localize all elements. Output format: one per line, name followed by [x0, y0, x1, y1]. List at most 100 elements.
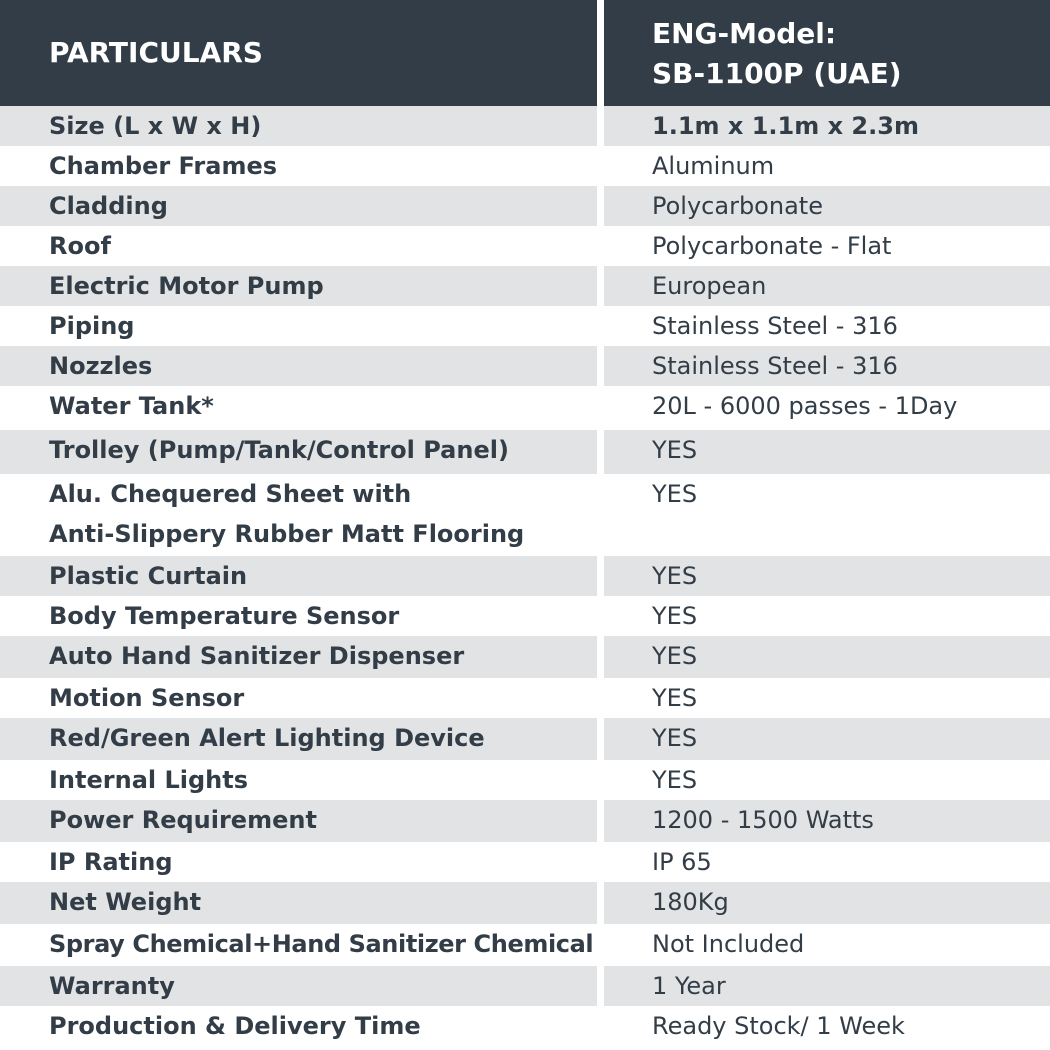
- row-value: YES: [652, 684, 698, 712]
- row-label: Body Temperature Sensor: [49, 602, 400, 630]
- row-value: 20L - 6000 passes - 1Day: [652, 392, 958, 420]
- row-value-cell: 20L - 6000 passes - 1Day: [604, 386, 1050, 430]
- table-row: Nozzles Stainless Steel - 316: [0, 346, 1050, 386]
- row-value-cell: 1.1m x 1.1m x 2.3m: [604, 106, 1050, 146]
- row-label: Chamber Frames: [49, 152, 278, 180]
- row-value-cell: European: [604, 266, 1050, 306]
- header-model-line2: SB-1100P (UAE): [652, 57, 902, 90]
- row-value: 1.1m x 1.1m x 2.3m: [652, 112, 919, 140]
- row-label: Electric Motor Pump: [49, 272, 324, 300]
- table-row: Water Tank* 20L - 6000 passes - 1Day: [0, 386, 1050, 430]
- row-label-cell: Nozzles: [0, 346, 597, 386]
- row-value: Stainless Steel - 316: [652, 312, 898, 340]
- row-value: 1 Year: [652, 972, 726, 1000]
- row-label-cell: Cladding: [0, 186, 597, 226]
- row-value: Aluminum: [652, 152, 775, 180]
- row-value-cell: Stainless Steel - 316: [604, 306, 1050, 346]
- row-value: 180Kg: [652, 888, 729, 916]
- header-particulars-label: PARTICULARS: [49, 36, 263, 69]
- table-header: PARTICULARS ENG-Model: SB-1100P (UAE): [0, 0, 1050, 106]
- row-label: Warranty: [49, 972, 175, 1000]
- header-model: ENG-Model: SB-1100P (UAE): [604, 0, 1050, 106]
- row-value: YES: [652, 480, 698, 508]
- row-value: 1200 - 1500 Watts: [652, 806, 874, 834]
- row-label-cell: Warranty: [0, 966, 597, 1006]
- row-label-cell: Body Temperature Sensor: [0, 596, 597, 636]
- row-label-cell: Spray Chemical+Hand Sanitizer Chemical: [0, 924, 597, 966]
- table-row: Internal Lights YES: [0, 760, 1050, 800]
- table-row: Piping Stainless Steel - 316: [0, 306, 1050, 346]
- row-label: Nozzles: [49, 352, 153, 380]
- row-value-cell: Not Included: [604, 924, 1050, 966]
- header-model-line1: ENG-Model:: [652, 17, 837, 50]
- row-label: Spray Chemical+Hand Sanitizer Chemical: [49, 930, 594, 958]
- table-row: Power Requirement 1200 - 1500 Watts: [0, 800, 1050, 842]
- row-label-cell: Roof: [0, 226, 597, 266]
- row-label: Water Tank*: [49, 392, 214, 420]
- row-value-cell: YES: [604, 474, 1050, 556]
- row-label: Net Weight: [49, 888, 202, 916]
- row-value-cell: Polycarbonate - Flat: [604, 226, 1050, 266]
- row-value-cell: Stainless Steel - 316: [604, 346, 1050, 386]
- row-value-cell: YES: [604, 556, 1050, 596]
- row-label: Power Requirement: [49, 806, 317, 834]
- row-value-cell: YES: [604, 430, 1050, 474]
- row-value-cell: YES: [604, 596, 1050, 636]
- row-label-cell: Motion Sensor: [0, 678, 597, 718]
- row-label: Auto Hand Sanitizer Dispenser: [49, 642, 465, 670]
- row-value: YES: [652, 642, 698, 670]
- row-label-cell: Piping: [0, 306, 597, 346]
- row-label: Size (L x W x H): [49, 112, 262, 140]
- row-value: Stainless Steel - 316: [652, 352, 898, 380]
- row-value-cell: 1 Year: [604, 966, 1050, 1006]
- row-value: YES: [652, 766, 698, 794]
- row-label: Motion Sensor: [49, 684, 245, 712]
- header-particulars: PARTICULARS: [0, 0, 597, 106]
- row-label-cell: Power Requirement: [0, 800, 597, 842]
- row-value-cell: Aluminum: [604, 146, 1050, 186]
- table-row: IP Rating IP 65: [0, 842, 1050, 882]
- row-value: European: [652, 272, 767, 300]
- row-value: YES: [652, 602, 698, 630]
- row-label-cell: Internal Lights: [0, 760, 597, 800]
- row-label: Trolley (Pump/Tank/Control Panel): [49, 436, 509, 464]
- row-value: YES: [652, 562, 698, 590]
- row-label-continued: Anti-Slippery Rubber Matt Flooring: [49, 520, 525, 548]
- table-row: Net Weight 180Kg: [0, 882, 1050, 924]
- row-value-cell: IP 65: [604, 842, 1050, 882]
- table-row: Electric Motor Pump European: [0, 266, 1050, 306]
- row-value-cell: YES: [604, 760, 1050, 800]
- row-value: Polycarbonate: [652, 192, 823, 220]
- table-row: Trolley (Pump/Tank/Control Panel) YES: [0, 430, 1050, 474]
- row-value-cell: 180Kg: [604, 882, 1050, 924]
- row-label: Alu. Chequered Sheet with: [49, 480, 412, 508]
- row-value: YES: [652, 724, 698, 752]
- table-row: Body Temperature Sensor YES: [0, 596, 1050, 636]
- row-label-cell: Production & Delivery Time: [0, 1006, 597, 1050]
- row-label-cell: Plastic Curtain: [0, 556, 597, 596]
- table-row: Motion Sensor YES: [0, 678, 1050, 718]
- row-value: Ready Stock/ 1 Week: [652, 1012, 905, 1040]
- row-value-cell: 1200 - 1500 Watts: [604, 800, 1050, 842]
- row-label-cell: Water Tank*: [0, 386, 597, 430]
- table-row: Production & Delivery Time Ready Stock/ …: [0, 1006, 1050, 1050]
- row-label: Red/Green Alert Lighting Device: [49, 724, 485, 752]
- row-label-cell: Red/Green Alert Lighting Device: [0, 718, 597, 760]
- row-label-cell: Electric Motor Pump: [0, 266, 597, 306]
- row-label: Cladding: [49, 192, 168, 220]
- table-row: Cladding Polycarbonate: [0, 186, 1050, 226]
- row-label: Piping: [49, 312, 135, 340]
- row-value-cell: Polycarbonate: [604, 186, 1050, 226]
- row-value: IP 65: [652, 848, 712, 876]
- table-row: Size (L x W x H) 1.1m x 1.1m x 2.3m: [0, 106, 1050, 146]
- row-value: YES: [652, 436, 698, 464]
- row-label: Roof: [49, 232, 111, 260]
- table-row: Warranty 1 Year: [0, 966, 1050, 1006]
- row-value: Polycarbonate - Flat: [652, 232, 892, 260]
- table-row: Spray Chemical+Hand Sanitizer Chemical N…: [0, 924, 1050, 966]
- row-value-cell: YES: [604, 636, 1050, 678]
- row-label-cell: Net Weight: [0, 882, 597, 924]
- row-label-cell: Size (L x W x H): [0, 106, 597, 146]
- row-value: Not Included: [652, 930, 805, 958]
